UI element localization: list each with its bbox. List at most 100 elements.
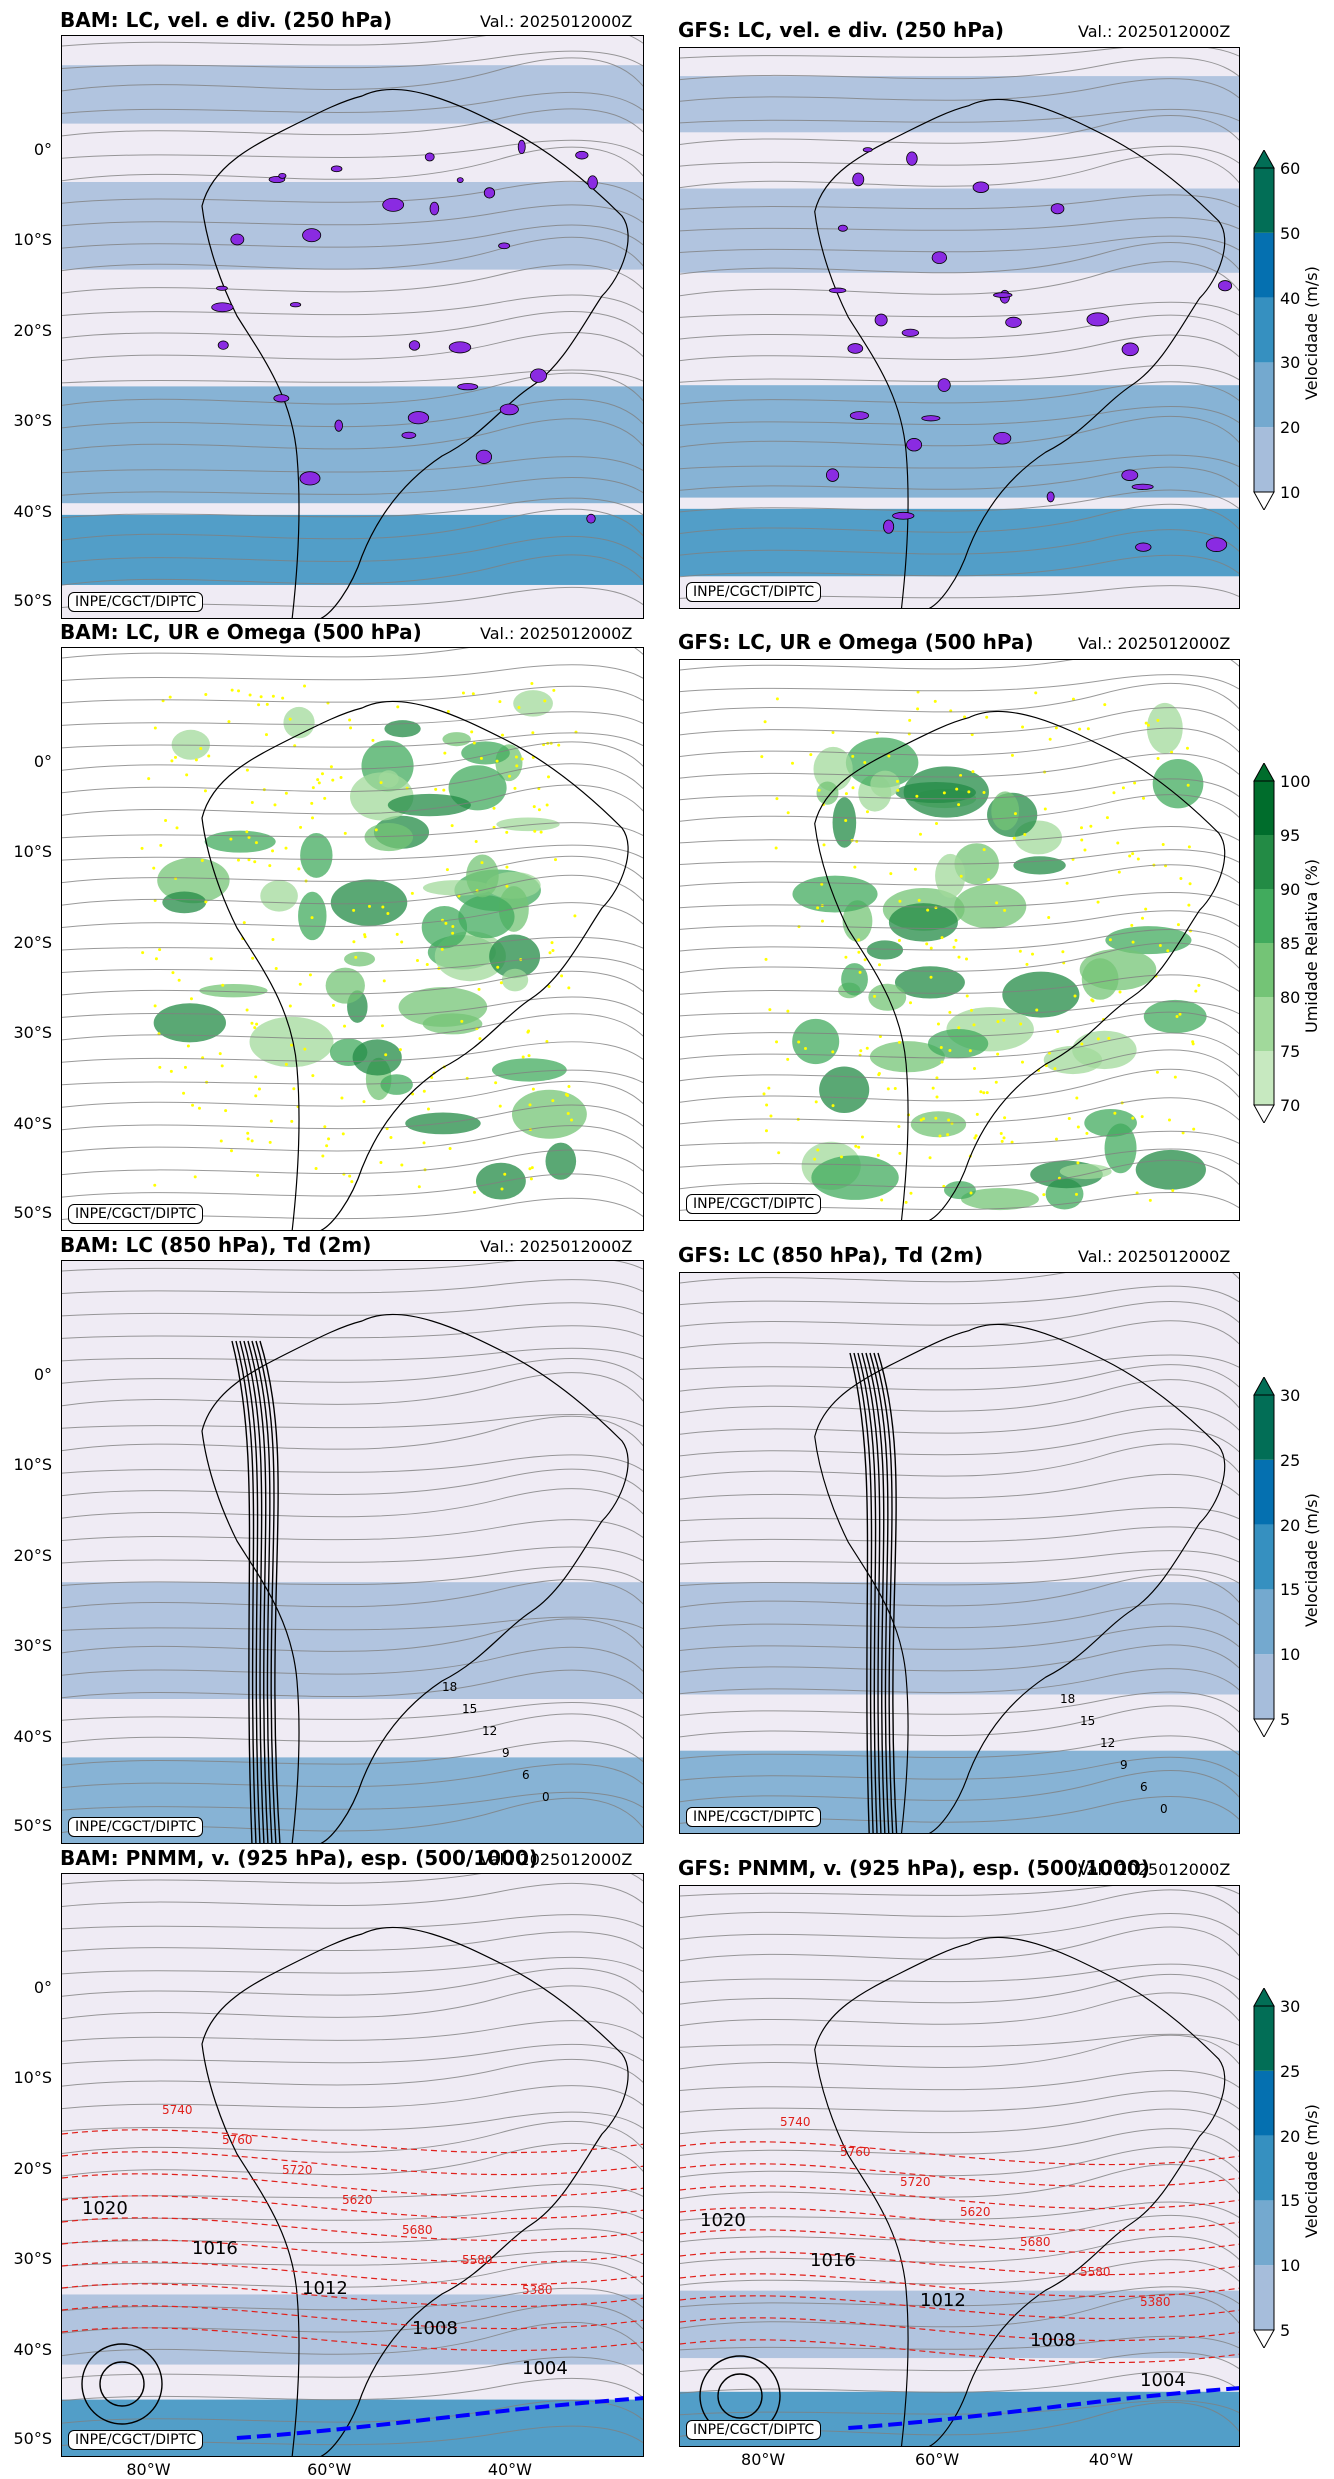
omega-marker [985,715,989,719]
map-graphic [62,36,643,618]
streamline [62,2377,643,2402]
thickness-contour [680,2141,1239,2166]
colorbar-segment [1254,1524,1274,1590]
thickness-contour [62,2129,643,2154]
omega-marker [1171,1188,1175,1192]
streamline [680,753,1239,779]
omega-marker [925,942,929,946]
wind-speed-shading [680,508,1239,577]
lat-tick-label: 10°S [13,1454,52,1474]
colorbar-extend-max [1253,148,1275,169]
omega-marker [916,707,920,711]
omega-marker [965,957,969,961]
streamline [62,711,643,726]
divergence-contour [330,165,343,173]
divergence-contour [424,152,435,162]
omega-marker [425,963,429,967]
streamline [680,78,1239,102]
omega-marker [298,982,302,986]
omega-marker [545,803,549,807]
credit-label: INPE/CGCT/DIPTC [68,592,204,612]
omega-marker [367,904,371,908]
omega-marker [314,1167,318,1171]
omega-marker [321,1154,325,1158]
omega-marker [1181,1131,1185,1135]
omega-marker [245,768,249,772]
colorbar-extend-min [1253,1104,1275,1125]
coastline [201,1313,629,1843]
omega-marker [507,774,511,778]
omega-marker [936,1022,940,1026]
omega-marker [331,1003,335,1007]
streamline [680,682,1239,714]
omega-marker [973,1067,977,1071]
omega-marker [310,801,314,805]
thickness-contour [680,2163,1239,2188]
dewpoint-contour [243,1340,265,1843]
humidity-shading [935,853,966,898]
omega-marker [897,938,901,942]
streamline [62,763,643,794]
omega-marker [969,1008,973,1012]
omega-marker [557,743,561,747]
omega-marker [1012,836,1016,840]
omega-marker [209,957,213,961]
streamline [62,57,643,92]
streamline [62,2058,643,2087]
divergence-contour [448,341,472,354]
colorbar-tick-label: 90 [1280,880,1301,899]
thickness-contour [62,2173,643,2198]
streamline [62,732,643,749]
omega-marker [529,1177,533,1181]
colorbar-segment [1254,1459,1274,1525]
omega-marker [969,1191,973,1195]
omega-marker [343,831,347,835]
omega-marker [995,901,999,905]
omega-marker [520,757,524,761]
omega-marker [570,1118,574,1122]
lat-tick-label: 50°S [13,1203,52,1223]
streamline [62,1069,643,1086]
divergence-contour [993,292,1013,298]
dewpoint-contour [239,1340,261,1843]
colorbar-tick-label: 30 [1280,353,1301,373]
colorbar-tick-label: 95 [1280,826,1301,845]
omega-marker [204,900,208,904]
omega-marker [247,835,251,839]
colorbar-tick-label: 5 [1280,1710,1291,1729]
streamline [680,2146,1239,2178]
streamline [62,1882,643,1907]
omega-marker [140,846,144,850]
humidity-shading [816,781,839,805]
colorbar-segment [1254,427,1274,492]
omega-marker [245,1008,249,1012]
omega-marker [1079,826,1083,830]
omega-marker [970,733,974,737]
omega-marker [158,1065,162,1069]
divergence-contour [901,328,920,337]
streamline [62,1579,643,1609]
omega-marker [1156,718,1160,722]
humidity-shading [513,690,553,717]
thickness-contour [680,2229,1239,2254]
omega-marker [957,955,961,959]
omega-marker [1197,983,1201,987]
omega-marker [352,940,356,944]
streamline [680,1574,1239,1608]
divergence-contour [892,511,915,520]
omega-marker [271,694,275,698]
omega-marker [417,1185,421,1189]
dewpoint-label: 6 [1140,1780,1148,1794]
omega-marker [1167,1118,1171,1122]
omega-marker [229,837,233,841]
wind-speed-shading [62,514,643,585]
map-graphic [62,648,643,1230]
omega-marker [1161,843,1165,847]
streamline [680,1603,1239,1630]
omega-marker [349,726,353,730]
omega-marker [844,818,848,822]
wind-speed-shading [62,1582,643,1699]
omega-marker [820,882,824,886]
streamline [62,902,643,929]
omega-marker [1156,756,1160,760]
